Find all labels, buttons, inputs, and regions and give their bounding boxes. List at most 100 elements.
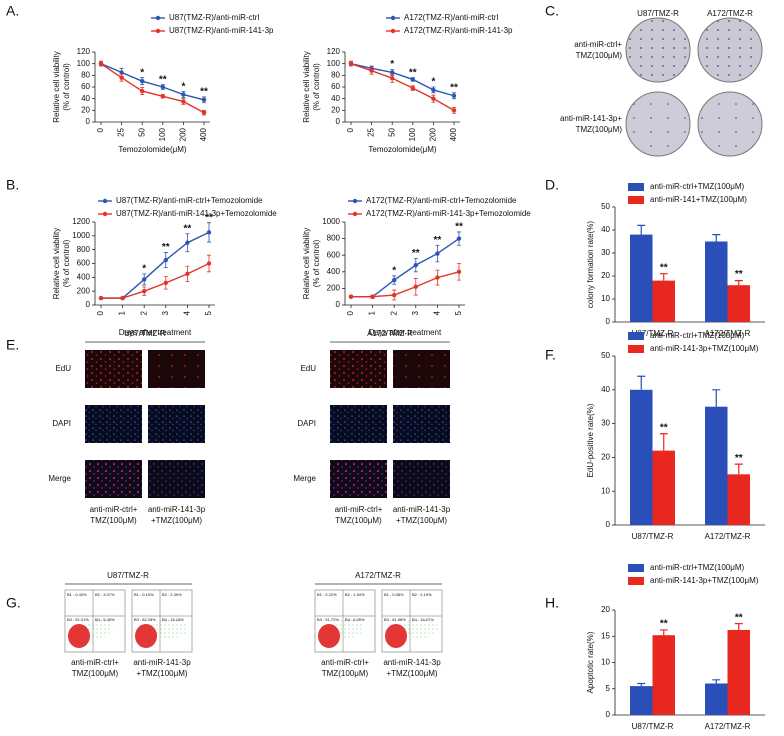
column-label: TMZ(100μM) <box>72 669 119 678</box>
flow-events <box>385 624 407 648</box>
data-point <box>142 277 147 282</box>
x-tick-label: 0 <box>96 310 105 315</box>
legend-marker <box>102 198 108 204</box>
data-point <box>435 251 440 256</box>
row-label: TMZ(100μM) <box>576 51 623 60</box>
x-axis-label: Temozolomide(μM) <box>118 145 187 154</box>
y-tick-label: 600 <box>77 259 91 268</box>
series-line <box>351 271 460 298</box>
micrograph <box>330 460 387 498</box>
micrograph <box>85 350 142 388</box>
data-point <box>119 70 124 75</box>
y-tick-label: 0 <box>606 710 611 719</box>
y-axis-label: Apoptotic rate(%) <box>586 631 595 693</box>
y-tick-label: 80 <box>331 70 340 79</box>
panel-label: H. <box>545 595 559 611</box>
y-tick-label: 1200 <box>72 217 90 226</box>
y-tick-label: 0 <box>336 300 341 309</box>
error-bar <box>659 273 668 281</box>
significance-mark: ** <box>184 223 192 234</box>
bar <box>705 241 728 322</box>
significance-mark: ** <box>660 262 668 273</box>
column-label: anti-miR-ctrl+ <box>90 505 138 514</box>
data-point <box>451 108 457 113</box>
data-point <box>181 99 186 104</box>
significance-mark: ** <box>412 248 420 259</box>
data-point <box>140 88 145 94</box>
y-tick-label: 100 <box>327 59 341 68</box>
error-bar <box>637 375 646 390</box>
x-tick-label: 400 <box>449 127 458 141</box>
legend-label: anti-miR-ctrl+TMZ(100μM) <box>650 331 745 340</box>
significance-mark: ** <box>205 212 213 223</box>
y-axis-label: (% of control) <box>312 239 321 287</box>
legend-label: A172(TMZ-R)/anti-miR-ctrl <box>404 13 498 22</box>
significance-mark: ** <box>735 269 743 280</box>
y-tick-label: 0 <box>606 520 611 529</box>
legend-marker <box>390 15 396 21</box>
y-tick-label: 5 <box>606 684 611 693</box>
data-point <box>456 236 462 241</box>
legend-marker <box>102 211 108 217</box>
x-tick-label: 4 <box>433 310 442 315</box>
y-axis-label: Relative cell viability <box>52 228 61 300</box>
series-line <box>101 231 210 299</box>
column-label: anti-miR-141-3p <box>133 658 191 667</box>
y-tick-label: 0 <box>86 300 91 309</box>
row-label: DAPI <box>297 419 316 428</box>
column-label: anti-miR-141-3p <box>383 658 441 667</box>
x-tick-label: 200 <box>429 127 438 141</box>
data-point <box>392 292 397 298</box>
error-bar <box>712 679 721 684</box>
y-tick-label: 120 <box>327 47 341 56</box>
significance-mark: ** <box>735 453 743 464</box>
panel-label: E. <box>6 337 19 353</box>
data-point <box>410 77 415 82</box>
y-axis-label: Relative cell viability <box>302 51 311 123</box>
legend-marker <box>352 198 358 204</box>
bar <box>630 234 653 322</box>
y-tick-label: 60 <box>81 82 90 91</box>
data-point <box>163 257 168 263</box>
panel-label: A. <box>6 3 19 19</box>
data-point <box>181 92 186 97</box>
x-tick-label: 25 <box>117 127 126 136</box>
significance-mark: ** <box>162 242 170 253</box>
series-line <box>100 63 205 101</box>
legend-marker <box>352 211 358 217</box>
legend-marker <box>155 28 161 34</box>
column-header: U87/TMZ-R <box>637 9 679 18</box>
legend-label: anti-miR-141-3p+TMZ(100μM) <box>650 344 759 353</box>
series-line <box>350 63 455 111</box>
data-point <box>98 61 104 66</box>
data-point <box>185 271 190 277</box>
error-bar <box>637 224 646 235</box>
y-tick-label: 30 <box>601 248 610 257</box>
significance-mark: ** <box>660 619 668 630</box>
y-tick-label: 40 <box>601 385 610 394</box>
y-tick-label: 80 <box>81 70 90 79</box>
error-bar <box>712 389 721 407</box>
x-tick-label: 0 <box>346 127 355 132</box>
quadrant-label: B3 : 81.58% <box>384 617 406 622</box>
quadrant-label: B3 : 82.28% <box>134 617 156 622</box>
x-tick-label: A172/TMZ-R <box>705 532 751 541</box>
y-tick-label: 0 <box>336 117 341 126</box>
data-point <box>431 96 436 101</box>
significance-mark: ** <box>159 74 167 85</box>
micrograph <box>148 405 205 443</box>
legend-swatch <box>628 332 644 340</box>
column-label: TMZ(100μM) <box>335 516 382 525</box>
x-tick-label: 1 <box>368 310 377 315</box>
column-label: +TMZ(100μM) <box>386 669 437 678</box>
legend-label: anti-miR-141-3p+TMZ(100μM) <box>650 576 759 585</box>
row-label: anti-miR-ctrl+ <box>574 40 622 49</box>
data-point <box>410 85 415 91</box>
y-axis-label: Relative cell viability <box>52 51 61 123</box>
quadrant-label: B2 : 2.19% <box>412 592 432 597</box>
data-point <box>201 110 207 115</box>
y-tick-label: 50 <box>601 202 610 211</box>
row-label: EdU <box>55 364 71 373</box>
y-axis-label: (% of control) <box>312 63 321 111</box>
legend-label: U87(TMZ-R)/anti-miR-ctrl <box>169 13 259 22</box>
